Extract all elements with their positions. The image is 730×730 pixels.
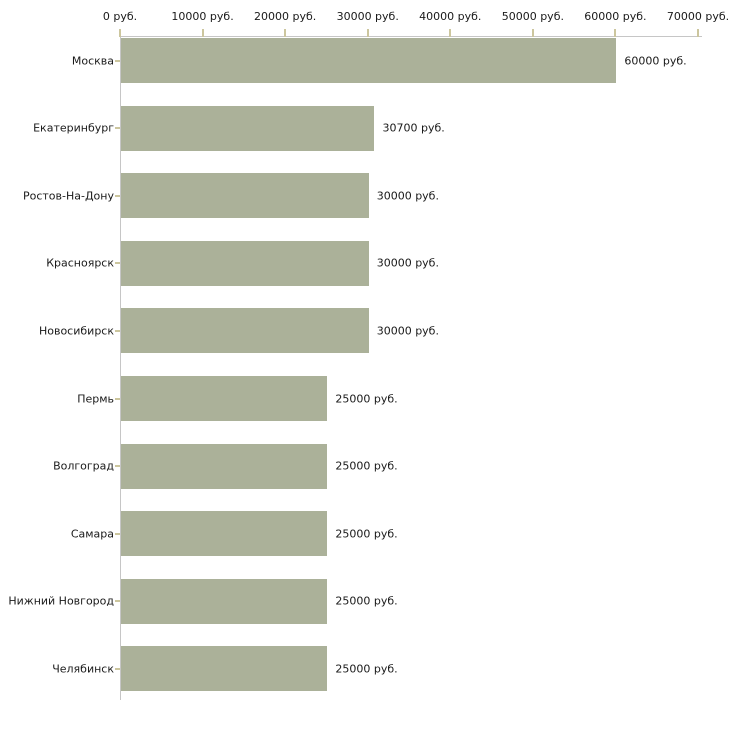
city-label: Самара (70, 527, 114, 541)
y-axis-line (120, 36, 121, 700)
bar (121, 308, 369, 354)
value-label: 25000 руб. (335, 594, 398, 608)
x-tick-label: 20000 руб. (254, 10, 317, 23)
x-tick-label: 40000 руб. (419, 10, 482, 23)
city-label: Пермь (77, 392, 114, 405)
y-tick-mark (115, 59, 120, 62)
y-tick-mark (115, 194, 120, 197)
city-label: Челябинск (52, 662, 114, 676)
city-label: Екатеринбург (33, 121, 114, 135)
x-tick-mark (697, 29, 699, 37)
bar (121, 173, 369, 219)
y-tick-mark (115, 397, 120, 400)
value-label: 25000 руб. (335, 459, 398, 473)
x-tick-label: 10000 руб. (171, 10, 234, 23)
x-tick-label: 60000 руб. (584, 10, 647, 23)
x-tick-mark (614, 29, 617, 37)
x-tick-mark (201, 29, 204, 37)
x-tick-label: 0 руб. (102, 10, 138, 23)
value-label: 30000 руб. (376, 324, 439, 338)
y-tick-mark (115, 262, 120, 265)
y-tick-mark (115, 465, 120, 468)
y-tick-mark (115, 329, 120, 332)
bar (121, 105, 375, 151)
value-label: 30000 руб. (376, 256, 439, 270)
city-label: Красноярск (46, 256, 114, 270)
x-tick-mark (284, 29, 287, 37)
value-label: 25000 руб. (335, 392, 398, 405)
x-tick-mark (449, 29, 452, 37)
value-label: 25000 руб. (335, 662, 398, 676)
city-label: Ростов-На-Дону (22, 189, 114, 203)
y-tick-mark (115, 532, 120, 535)
bar (121, 511, 328, 557)
x-axis-line (120, 36, 702, 37)
x-tick-label: 70000 руб. (666, 10, 730, 23)
value-label: 30000 руб. (376, 189, 439, 203)
bar (121, 240, 369, 286)
x-tick-mark (119, 29, 121, 37)
bar (121, 443, 328, 489)
y-tick-mark (115, 600, 120, 603)
city-label: Москва (71, 54, 114, 67)
bar (121, 646, 328, 692)
bar (121, 578, 328, 624)
x-tick-mark (366, 29, 369, 37)
x-tick-label: 30000 руб. (336, 10, 399, 23)
city-label: Новосибирск (38, 324, 114, 338)
y-tick-mark (115, 667, 120, 670)
x-tick-label: 50000 руб. (501, 10, 564, 23)
bar (121, 38, 617, 83)
bar (121, 376, 328, 421)
city-label: Нижний Новгород (8, 594, 114, 608)
value-label: 60000 руб. (624, 54, 687, 67)
value-label: 30700 руб. (382, 121, 445, 135)
x-tick-mark (531, 29, 534, 37)
value-label: 25000 руб. (335, 527, 398, 541)
y-tick-mark (115, 127, 120, 130)
city-label: Волгоград (53, 459, 114, 473)
